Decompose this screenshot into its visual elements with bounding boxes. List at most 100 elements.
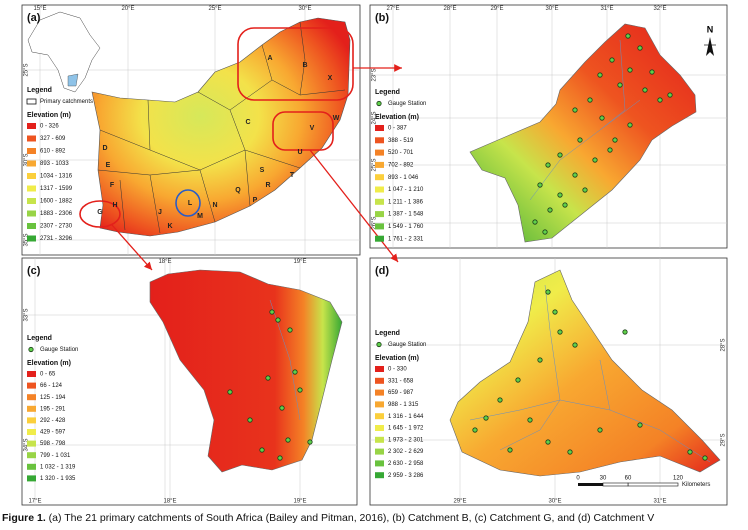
left-tick-label: 26°S xyxy=(372,216,378,229)
scale-tick-label: 60 xyxy=(625,476,632,482)
caption-text: (a) The 21 primary catchments of South A… xyxy=(46,512,654,524)
legend-item-label: 988 - 1 315 xyxy=(388,402,419,408)
gauge-station xyxy=(307,439,313,445)
legend-symbol xyxy=(26,98,37,105)
legend-item-label: 195 - 291 xyxy=(40,406,66,412)
legend-item-label: 1034 - 1316 xyxy=(40,174,73,180)
legend-swatch xyxy=(27,463,36,470)
highlight-g xyxy=(79,200,121,228)
gauge-station xyxy=(572,172,578,178)
panel-label: (b) xyxy=(375,12,389,24)
legend-heading: Elevation (m) xyxy=(27,360,71,367)
legend-swatch xyxy=(375,413,384,420)
gauge-station xyxy=(557,329,563,335)
catchment-letter: H xyxy=(112,202,117,209)
legend-swatch xyxy=(27,371,36,377)
scale-tick-label: 0 xyxy=(576,476,580,482)
north-arrow xyxy=(706,37,714,56)
legend-swatch xyxy=(27,382,36,389)
catchment-letter: B xyxy=(302,62,307,69)
bottom-tick-label: 19°E xyxy=(293,499,306,505)
legend-item-label: 1 761 - 2 331 xyxy=(388,236,424,242)
gauge-station xyxy=(275,317,281,323)
legend-item-label: 1317 - 1599 xyxy=(40,186,73,192)
gauge-station xyxy=(545,439,551,445)
legend-item-label: 388 - 519 xyxy=(388,138,414,144)
legend-swatch xyxy=(27,160,36,167)
legend-item-label: 0 - 330 xyxy=(388,367,407,373)
top-tick-label: 32°E xyxy=(653,6,666,12)
catchment-letter: C xyxy=(245,119,250,126)
gauge-station xyxy=(572,342,578,348)
gauge-station xyxy=(542,229,548,235)
gauge-station xyxy=(649,69,655,75)
africa-inset-highlight xyxy=(67,73,79,87)
catchment-letter: D xyxy=(102,145,107,152)
legend-swatch xyxy=(375,366,384,372)
legend-item-label: 2731 - 3296 xyxy=(40,236,73,242)
gauge-station xyxy=(292,369,298,375)
top-tick-label: 15°E xyxy=(33,6,46,12)
top-tick-label: 25°E xyxy=(208,6,221,12)
north-label: N xyxy=(707,24,714,34)
legend-item-label: 2 630 - 2 958 xyxy=(388,461,424,467)
catchment-letter: L xyxy=(188,200,193,207)
gauge-station xyxy=(577,137,583,143)
gauge-station xyxy=(545,289,551,295)
catchment-v xyxy=(449,269,721,477)
left-tick-label: 34°S xyxy=(24,438,30,451)
legend-item-label: 598 - 798 xyxy=(40,441,66,447)
legend-swatch xyxy=(27,394,36,401)
gauge-station xyxy=(532,219,538,225)
gauge-station xyxy=(587,97,593,103)
legend-swatch xyxy=(375,425,384,431)
legend-swatch xyxy=(27,135,36,142)
catchment-letter: U xyxy=(297,149,302,156)
top-tick-label: 28°E xyxy=(443,6,456,12)
panel-label: (c) xyxy=(27,265,41,277)
catchment-letter: X xyxy=(328,75,333,82)
gauge-station xyxy=(607,147,613,153)
legend-swatch xyxy=(375,472,384,479)
right-tick-label: 28°S xyxy=(721,338,727,351)
legend-swatch xyxy=(27,223,36,229)
gauge-station xyxy=(599,115,605,121)
gauge-station xyxy=(642,87,648,93)
legend-item-label: 659 - 987 xyxy=(388,390,414,396)
catchment-letter: E xyxy=(106,162,111,169)
legend-swatch xyxy=(27,210,36,217)
legend-swatch xyxy=(27,148,36,154)
legend-swatch xyxy=(27,429,36,435)
catchment-letter: M xyxy=(197,213,203,220)
legend-item-label: 799 - 1 031 xyxy=(40,453,71,459)
legend-item-label: 1 973 - 2 301 xyxy=(388,437,424,443)
legend-swatch xyxy=(375,389,384,396)
legend-swatch xyxy=(27,475,36,482)
legend-swatch xyxy=(375,198,384,205)
legend-item-label: 0 - 65 xyxy=(40,372,56,378)
legend-item-label: 1600 - 1882 xyxy=(40,199,73,205)
gauge-station xyxy=(537,182,543,188)
legend-item-label: 1883 - 2306 xyxy=(40,211,73,217)
catchment-letter: G xyxy=(97,209,103,216)
gauge-station xyxy=(657,97,663,103)
panel-label: (a) xyxy=(27,12,41,24)
legend-item-label: 1 316 - 1 644 xyxy=(388,414,424,420)
catchment-letter: A xyxy=(267,55,272,62)
gauge-station xyxy=(527,417,533,423)
bottom-tick-label: 29°E xyxy=(453,499,466,505)
gauge-station xyxy=(552,309,558,315)
legend-title: Legend xyxy=(375,89,400,96)
gauge-station xyxy=(567,449,573,455)
legend-title: Legend xyxy=(27,87,52,94)
legend-item-label: 893 - 1 046 xyxy=(388,175,419,181)
gauge-station xyxy=(269,309,275,315)
legend-item-label: 1 645 - 1 972 xyxy=(388,426,424,432)
legend-swatch xyxy=(375,223,384,230)
gauge-station xyxy=(472,427,478,433)
top-tick-label: 27°E xyxy=(386,6,399,12)
gauge-station xyxy=(597,427,603,433)
panel-label: (d) xyxy=(375,265,389,277)
gauge-station xyxy=(297,387,303,393)
legend-swatch xyxy=(375,460,384,467)
